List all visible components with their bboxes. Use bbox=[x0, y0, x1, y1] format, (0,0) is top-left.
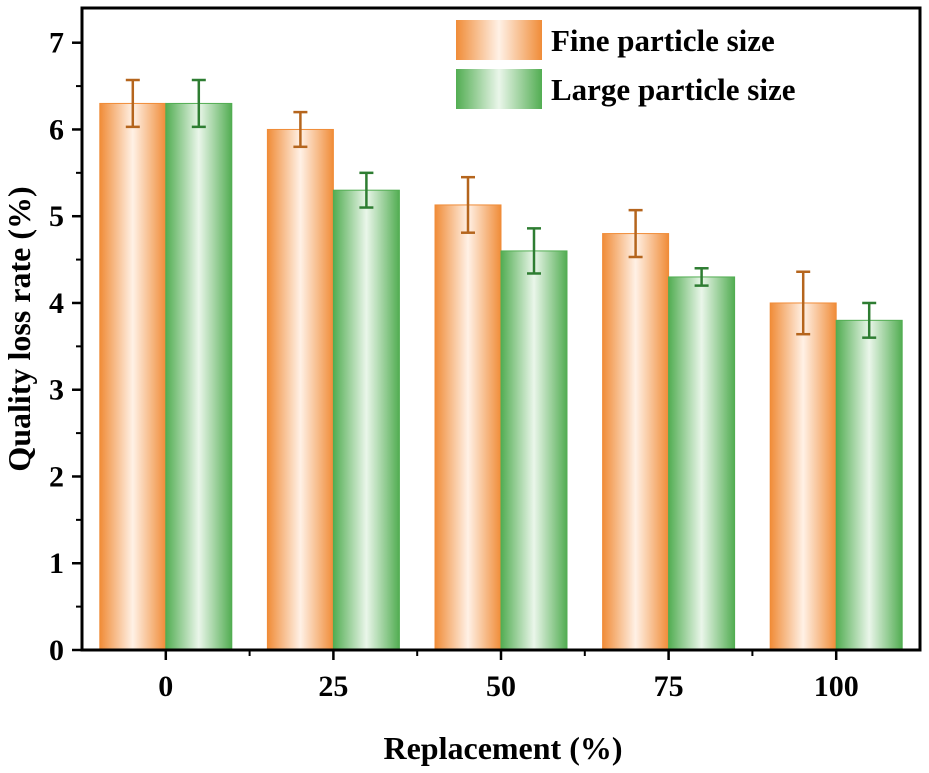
legend-label-fine: Fine particle size bbox=[551, 23, 775, 58]
error-bar-fine-50 bbox=[461, 175, 475, 234]
bar-fine-100 bbox=[769, 302, 837, 651]
bar-large-50 bbox=[500, 250, 568, 651]
x-tick-label: 75 bbox=[654, 670, 684, 703]
error-bars bbox=[125, 78, 877, 339]
error-bar-large-75 bbox=[694, 267, 709, 287]
error-bar-large-0 bbox=[191, 78, 206, 129]
bar-large-100 bbox=[835, 319, 903, 651]
x-tick-label: 100 bbox=[814, 670, 859, 703]
x-tick-label: 0 bbox=[158, 670, 173, 703]
legend-label-large: Large particle size bbox=[551, 72, 795, 107]
error-bar-fine-100 bbox=[796, 270, 811, 336]
bar-large-0 bbox=[165, 102, 233, 651]
error-bar-large-100 bbox=[862, 301, 877, 339]
legend-swatch-fine bbox=[456, 20, 542, 60]
y-tick-label: 4 bbox=[49, 287, 64, 320]
error-bar-fine-25 bbox=[293, 110, 308, 149]
legend: Fine particle size Large particle size bbox=[456, 20, 795, 109]
bar-fine-0 bbox=[99, 102, 167, 651]
y-tick-label: 2 bbox=[49, 460, 64, 493]
error-bar-large-50 bbox=[527, 227, 541, 275]
error-bar-large-25 bbox=[359, 171, 374, 209]
error-bar-fine-0 bbox=[125, 78, 140, 129]
y-tick-label: 7 bbox=[49, 27, 64, 60]
y-axis: 0 1 2 3 4 5 6 7 bbox=[49, 27, 82, 667]
y-tick-label: 1 bbox=[49, 547, 64, 580]
bars bbox=[99, 102, 903, 651]
bar-large-75 bbox=[668, 276, 736, 651]
error-bar-fine-75 bbox=[628, 208, 643, 259]
x-tick-label: 25 bbox=[318, 670, 348, 703]
bar-fine-50 bbox=[434, 204, 502, 651]
y-tick-label: 5 bbox=[49, 200, 64, 233]
x-axis: 0 25 50 75 100 bbox=[158, 650, 859, 703]
legend-swatch-large bbox=[456, 69, 542, 109]
y-tick-label: 3 bbox=[49, 374, 64, 407]
bar-large-25 bbox=[332, 189, 400, 651]
x-axis-title: Replacement (%) bbox=[383, 730, 622, 766]
y-tick-label: 6 bbox=[49, 113, 64, 146]
bar-fine-25 bbox=[266, 128, 334, 651]
x-tick-label: 50 bbox=[486, 670, 516, 703]
y-axis-title: Quality loss rate (%) bbox=[1, 186, 37, 471]
bar-fine-75 bbox=[602, 233, 670, 651]
y-tick-label: 0 bbox=[49, 634, 64, 667]
